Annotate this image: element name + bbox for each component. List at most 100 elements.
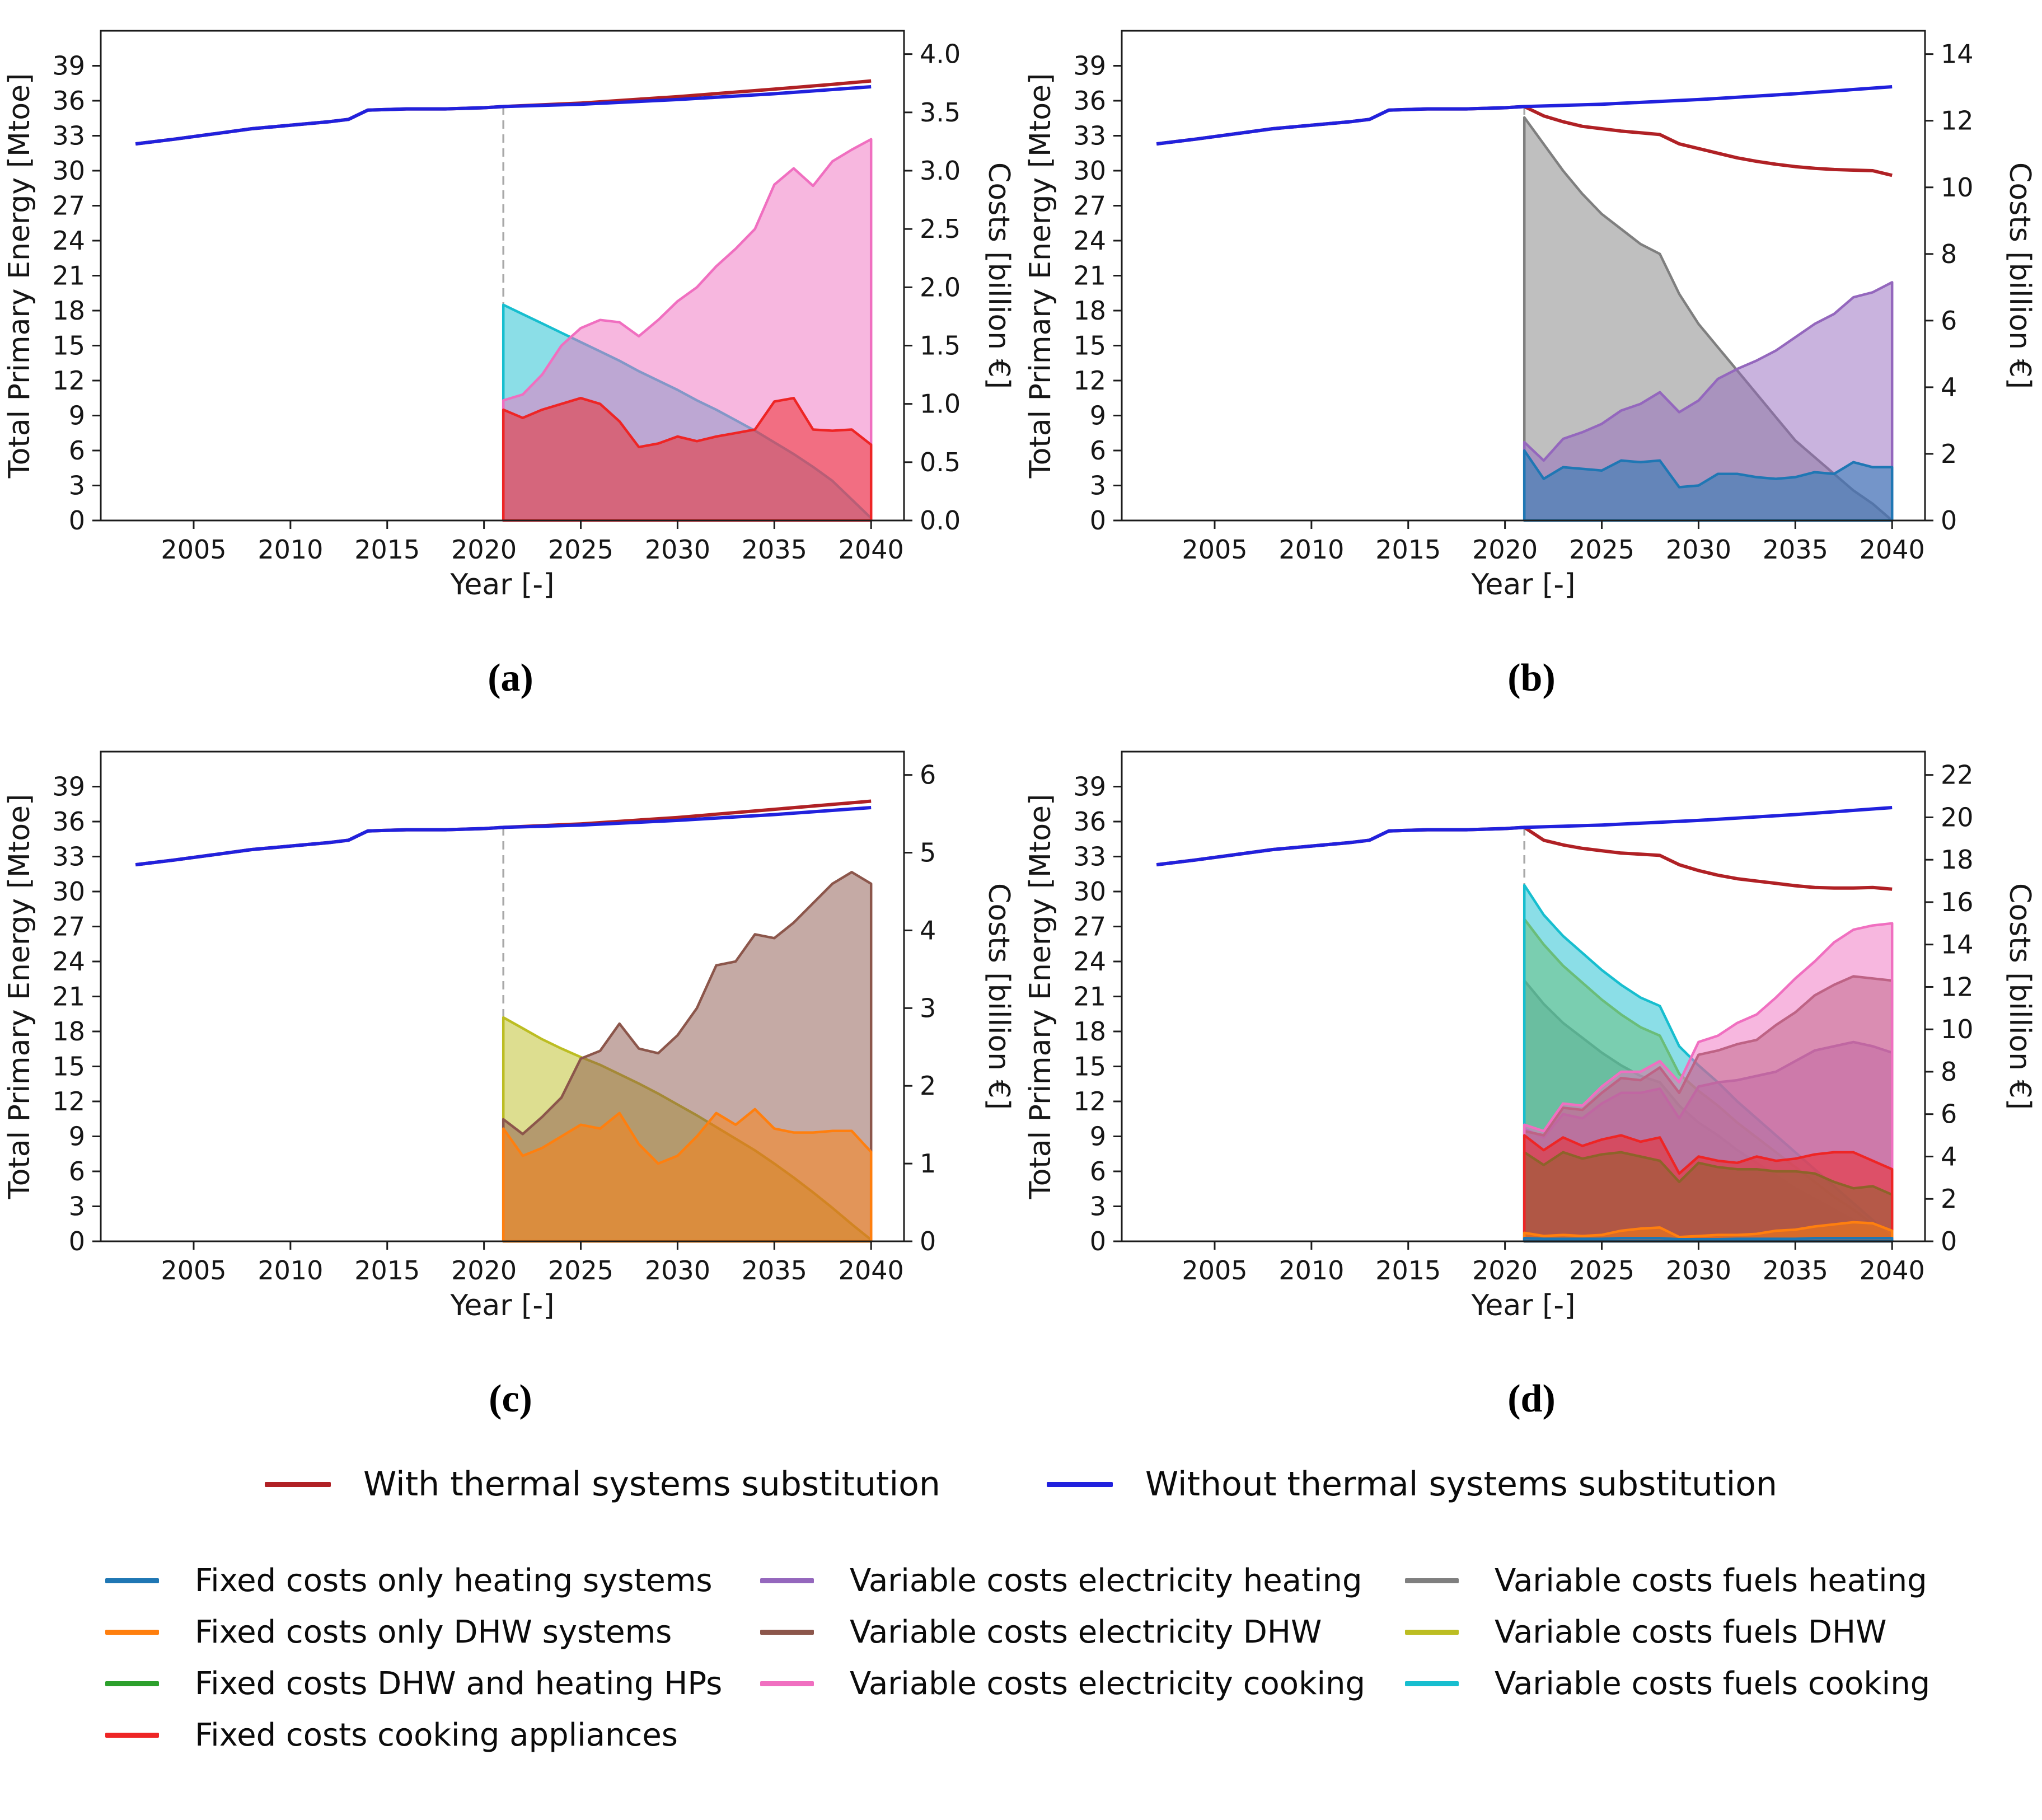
x-tick-label: 2010 xyxy=(257,534,323,565)
right-tick-label: 0.0 xyxy=(920,505,961,536)
left-tick-label: 36 xyxy=(52,806,85,837)
fixed-cooking-line-swatch xyxy=(105,1732,159,1738)
left-tick-label: 36 xyxy=(1073,806,1106,837)
left-tick-label: 21 xyxy=(1073,982,1106,1012)
left-tick-label: 24 xyxy=(1073,946,1106,977)
caption-d: (d) xyxy=(1507,1377,1556,1420)
left-tick-label: 18 xyxy=(52,1016,85,1047)
right-tick-label: 4 xyxy=(1941,1141,1957,1171)
legend-column-variable-fuels: Variable costs fuels heating Variable co… xyxy=(1405,1555,2032,1709)
x-tick-label: 2040 xyxy=(1860,1255,1925,1286)
left-tick-label: 3 xyxy=(1090,471,1106,501)
legend-item: Variable costs electricity DHW xyxy=(760,1606,1405,1658)
right-tick-label: 14 xyxy=(1941,930,1974,960)
left-tick-label: 21 xyxy=(52,982,85,1012)
legend-item: Fixed costs DHW and heating HPs xyxy=(105,1658,760,1709)
right-tick-label: 8 xyxy=(1941,1057,1957,1087)
left-tick-label: 33 xyxy=(52,842,85,872)
legend-item: Fixed costs only DHW systems xyxy=(105,1606,760,1658)
right-tick-label: 0 xyxy=(1941,505,1957,536)
right-tick-label: 4 xyxy=(1941,372,1957,402)
left-tick-label: 12 xyxy=(1073,365,1106,396)
x-tick-label: 2030 xyxy=(645,1255,710,1286)
x-tick-label: 2015 xyxy=(354,534,420,565)
caption-c: (c) xyxy=(489,1377,532,1420)
area-fixed-costs-cooking-appliances xyxy=(502,397,873,522)
right-tick-label: 2 xyxy=(920,1071,936,1101)
left-tick-label: 18 xyxy=(1073,295,1106,326)
right-tick-label: 20 xyxy=(1941,802,1974,832)
right-tick-label: 2 xyxy=(1941,1184,1957,1214)
panel-d: 0 3 6 9 12 15 18 21 24 27 30 33 36 39 0 2 4 6 8 10 12 14 16 18 2… xyxy=(1021,721,2042,1442)
left-tick-label: 39 xyxy=(1073,772,1106,802)
left-tick-label: 0 xyxy=(69,505,85,536)
left-axis-label: Total Primary Energy [Mtoe] xyxy=(1024,73,1057,479)
left-tick-label: 21 xyxy=(52,261,85,291)
right-tick-label: 8 xyxy=(1941,239,1957,269)
legend-label: Variable costs electricity cooking xyxy=(850,1665,1366,1702)
top-panels-row: 0 3 6 9 12 15 18 21 24 27 30 33 36 39 0.0 0.5 1.0 1.5 2.0 2… xyxy=(0,0,2042,721)
left-tick-label: 12 xyxy=(52,1086,85,1117)
left-tick-label: 9 xyxy=(69,401,85,431)
x-tick-label: 2015 xyxy=(1375,534,1441,565)
line-without-substitution xyxy=(135,806,872,867)
panel-a: 0 3 6 9 12 15 18 21 24 27 30 33 36 39 0.0 0.5 1.0 1.5 2.0 2… xyxy=(0,0,1021,721)
legend-item: Variable costs fuels heating xyxy=(1405,1555,2032,1606)
right-tick-label: 4 xyxy=(920,915,936,945)
panel-c: 0 3 6 9 12 15 18 21 24 27 30 33 36 39 0 1 2 3 4 5 6 2005 2010 2… xyxy=(0,721,1021,1442)
x-tick-label: 2020 xyxy=(451,1255,517,1286)
caption-a: (a) xyxy=(488,656,533,700)
left-tick-label: 12 xyxy=(52,365,85,396)
right-tick-label: 1.5 xyxy=(920,331,961,361)
x-tick-label: 2010 xyxy=(257,1255,323,1286)
legend-item: Variable costs fuels cooking xyxy=(1405,1658,2032,1709)
legend-label: Fixed costs cooking appliances xyxy=(195,1716,678,1753)
var-elec-heating-line-swatch xyxy=(760,1578,814,1583)
right-tick-label: 10 xyxy=(1941,1014,1974,1044)
x-tick-label: 2035 xyxy=(742,1255,807,1286)
left-tick-label: 15 xyxy=(1073,331,1106,361)
x-tick-label: 2035 xyxy=(742,534,807,565)
with-substitution-line-swatch xyxy=(264,1481,331,1487)
left-tick-label: 39 xyxy=(52,51,85,81)
x-tick-label: 2025 xyxy=(548,534,613,565)
legend-label: Fixed costs DHW and heating HPs xyxy=(195,1665,723,1702)
left-tick-label: 3 xyxy=(69,471,85,501)
line-without-substitution xyxy=(1156,806,1893,867)
legend-item: Variable costs fuels DHW xyxy=(1405,1606,2032,1658)
chart-panel-a: 0369121518212427303336390.00.51.01.52.02… xyxy=(3,30,1015,602)
right-axis-label: Costs [billion €] xyxy=(982,162,1015,389)
legend-item-with-substitution: With thermal systems substitution xyxy=(264,1465,940,1504)
legend-item: Fixed costs only heating systems xyxy=(105,1555,760,1606)
left-tick-label: 30 xyxy=(1073,876,1106,907)
right-tick-label: 3.5 xyxy=(920,97,961,128)
left-tick-label: 33 xyxy=(1073,121,1106,151)
panel-b: 0 3 6 9 12 15 18 21 24 27 30 33 36 39 0 2 4 6 8 10 12 14 2005 2… xyxy=(1021,0,2042,721)
right-tick-label: 3 xyxy=(920,993,936,1023)
left-tick-label: 3 xyxy=(1090,1192,1106,1222)
left-tick-label: 33 xyxy=(1073,842,1106,872)
x-tick-label: 2020 xyxy=(451,534,517,565)
left-tick-label: 27 xyxy=(52,912,85,942)
left-tick-label: 0 xyxy=(69,1226,85,1256)
left-tick-label: 24 xyxy=(52,226,85,256)
right-tick-label: 6 xyxy=(1941,306,1957,336)
left-axis-label: Total Primary Energy [Mtoe] xyxy=(1024,794,1057,1200)
right-tick-label: 14 xyxy=(1941,39,1974,69)
legend-label: Variable costs fuels heating xyxy=(1495,1562,1927,1599)
legend-label: Without thermal systems substitution xyxy=(1145,1465,1778,1504)
right-tick-label: 22 xyxy=(1941,760,1974,790)
x-axis-label: Year [-] xyxy=(450,568,555,602)
left-tick-label: 18 xyxy=(1073,1016,1106,1047)
x-tick-label: 2020 xyxy=(1472,534,1538,565)
left-tick-label: 27 xyxy=(52,191,85,221)
chart-panel-d: 0369121518212427303336390246810121416182… xyxy=(1024,750,2036,1322)
x-tick-label: 2005 xyxy=(1182,534,1247,565)
left-tick-label: 27 xyxy=(1073,912,1106,942)
right-tick-label: 12 xyxy=(1941,972,1974,1002)
caption-b: (b) xyxy=(1507,656,1556,700)
legend-column-variable-electricity: Variable costs electricity heating Varia… xyxy=(760,1555,1405,1709)
legend-label: Variable costs fuels cooking xyxy=(1495,1665,1931,1702)
right-tick-label: 12 xyxy=(1941,106,1974,136)
